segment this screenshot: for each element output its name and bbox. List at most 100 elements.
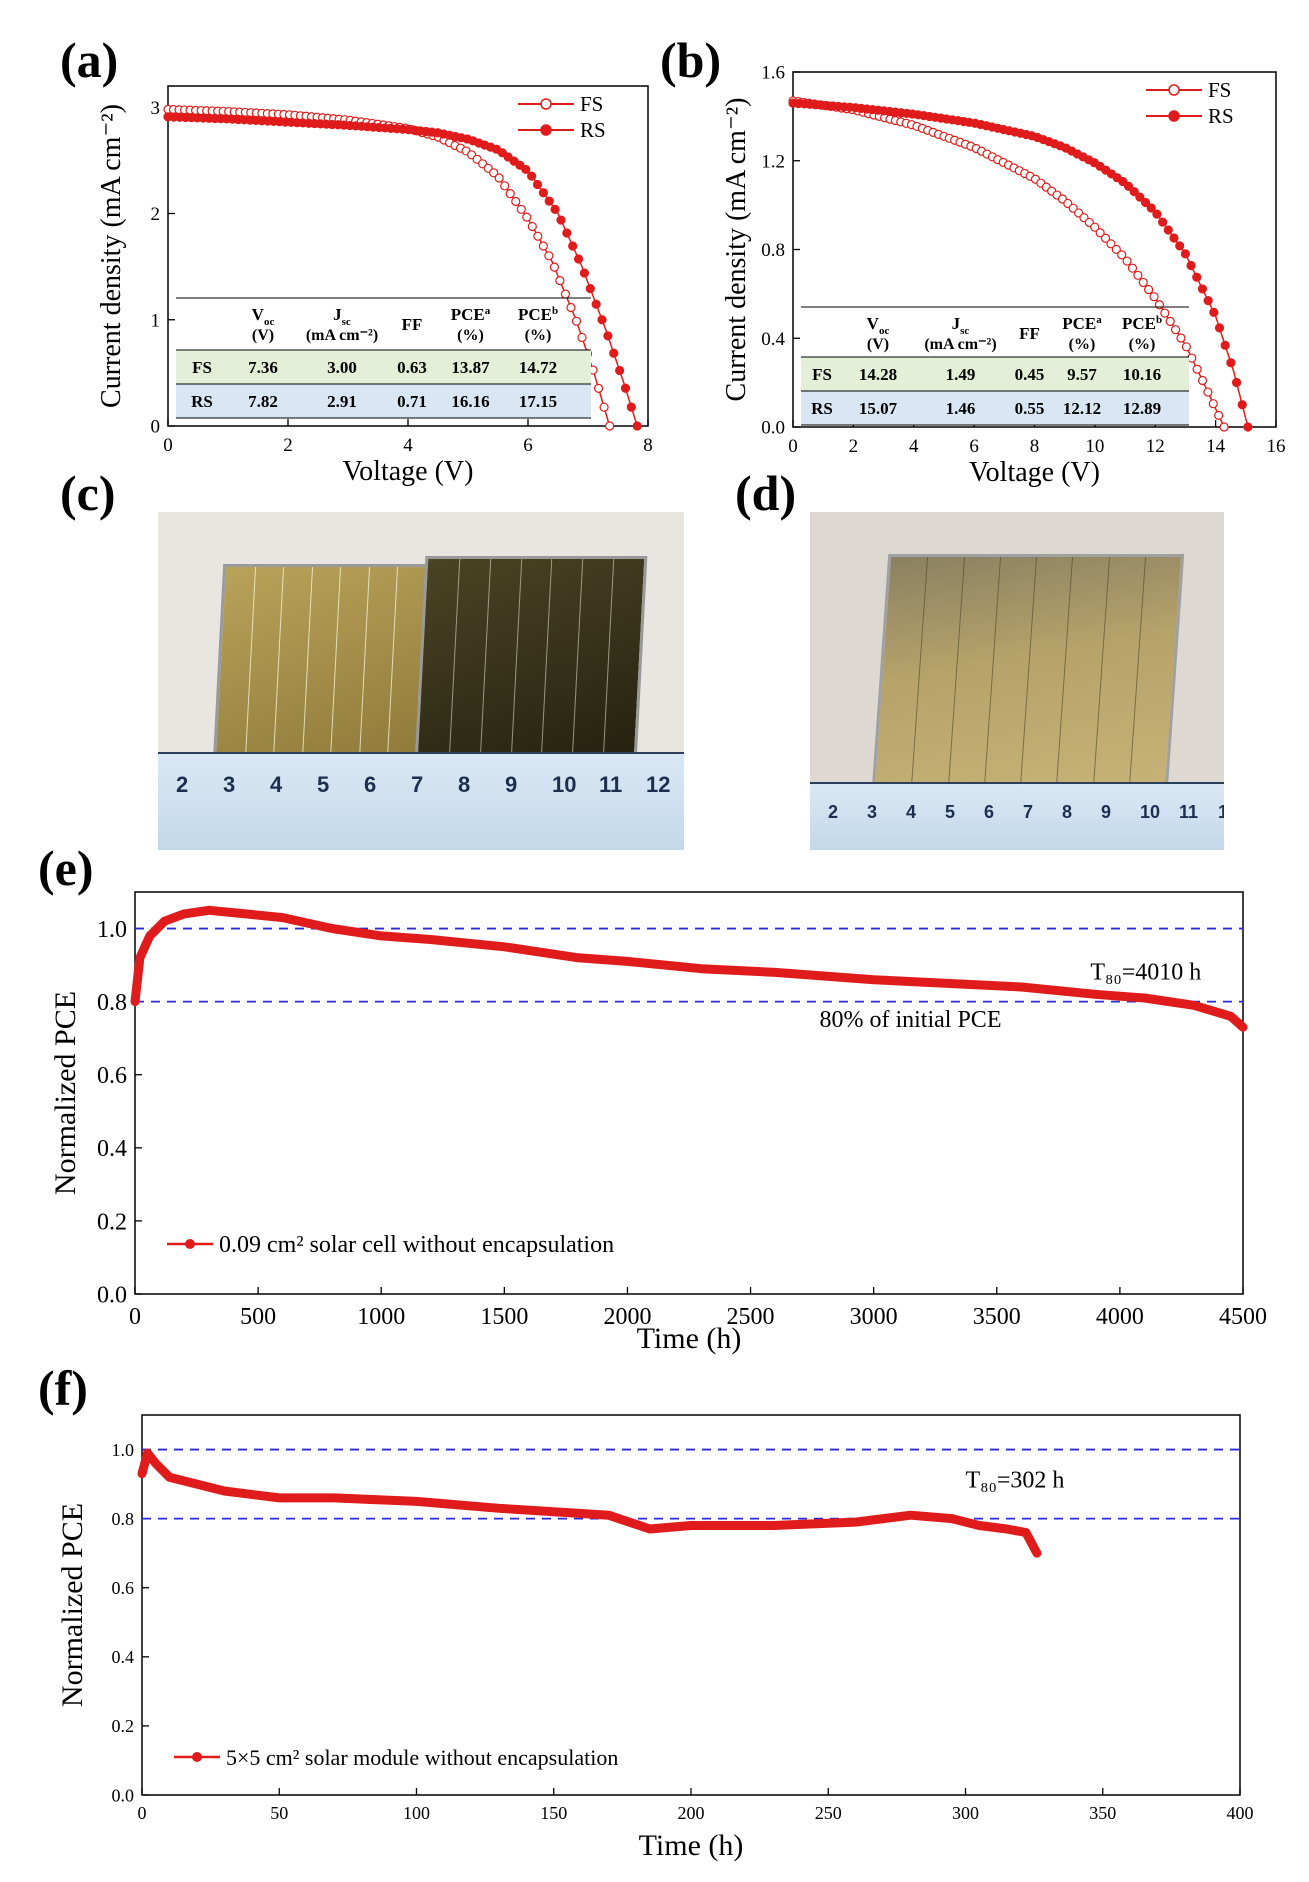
data-point-FS (522, 212, 532, 222)
ruler-number: 5 (945, 802, 956, 822)
table-header-unit: (%) (457, 327, 484, 344)
y-tick-label: 1.0 (112, 1440, 135, 1460)
chart-f: 0 50 100 150 200 250 300 350 400 0.0 0.2 0.4 0.6 0.8 1… (56, 1414, 1254, 1862)
y-tick-label: 0.4 (112, 1647, 135, 1667)
table-cell: 13.87 (451, 358, 490, 377)
data-point (1022, 1528, 1030, 1536)
x-tick-label: 10 (1085, 436, 1104, 457)
table-header-sub: oc (264, 316, 275, 328)
legend-marker-FS (540, 98, 552, 110)
ruler-number: 11 (599, 772, 623, 797)
legend-marker-RS (540, 124, 552, 136)
table-cell: 0.45 (1015, 365, 1045, 384)
annotation-80pct: 80% of initial PCE (819, 1007, 1001, 1033)
data-point-FS (1214, 410, 1224, 420)
table-header-main: V (867, 314, 880, 333)
x-tick-label: 4 (909, 436, 919, 457)
x-tick-label: 12 (1146, 436, 1165, 457)
y-tick-label: 0.8 (761, 240, 785, 261)
data-point (330, 1494, 338, 1502)
data-point-FS (500, 181, 510, 191)
data-point-FS (1208, 399, 1218, 409)
data-point-RS (1146, 203, 1156, 213)
table-cell: 7.82 (248, 392, 278, 411)
ruler-number: 9 (1101, 802, 1112, 822)
data-point-FS (1197, 375, 1208, 386)
x-tick-label: 6 (523, 435, 533, 456)
data-point-FS (571, 316, 582, 326)
data-point-RS (573, 254, 584, 264)
table-cell: 0.55 (1015, 399, 1045, 418)
data-point-RS (597, 315, 607, 325)
legend-marker-RS (1168, 110, 1180, 122)
chart-a: 0 2 4 6 8 0 1 2 3 Voltage (V) Current density (mA … (96, 85, 653, 487)
data-point-RS (538, 188, 548, 198)
x-tick-label: 3000 (850, 1304, 898, 1330)
x-tick-label: 8 (1030, 436, 1040, 457)
data-point-FS (1203, 387, 1213, 397)
y-tick-label: 1.2 (761, 151, 785, 172)
data-point-RS (521, 164, 531, 175)
legend-marker (185, 1239, 195, 1249)
y-tick-label: 0.6 (112, 1578, 135, 1598)
table-header-sub: b (1156, 314, 1162, 326)
x-tick-label: 150 (540, 1803, 567, 1823)
table-cell: 3.00 (327, 358, 357, 377)
data-point (143, 1449, 151, 1457)
scribe-line (479, 559, 491, 759)
y-tick-label: 0.6 (97, 1063, 127, 1089)
data-point-RS (1140, 197, 1151, 208)
table-header-sub: oc (879, 325, 890, 337)
table-header: Jsc (333, 305, 351, 328)
x-axis-label: Voltage (V) (343, 456, 474, 487)
data-point-FS (566, 302, 576, 313)
data-point-FS (511, 196, 521, 207)
table-row-bg (176, 350, 591, 384)
data-point-RS (550, 204, 560, 214)
table-header: Jsc (952, 314, 970, 337)
x-tick-label: 50 (270, 1803, 288, 1823)
data-point-RS (579, 268, 590, 278)
table-cell: FS (812, 365, 832, 384)
table-header: PCEb (518, 305, 558, 324)
data-point-FS (560, 289, 571, 299)
panel-label-f: (f) (38, 1360, 88, 1416)
data-point-RS (1197, 284, 1208, 294)
data-point-RS (562, 228, 572, 238)
ruler-number: 7 (411, 772, 424, 797)
y-tick-label: 3 (151, 98, 161, 119)
data-point-RS (1169, 233, 1179, 243)
data-point-FS (1176, 333, 1186, 343)
table-header-unit: (V) (252, 327, 274, 344)
table-cell: RS (811, 399, 833, 418)
scribe-line (358, 567, 370, 759)
data-point (136, 954, 144, 962)
data-point-FS (599, 402, 609, 412)
x-tick-label: 500 (240, 1304, 276, 1330)
module-mirror (871, 554, 1185, 790)
table-header: Voc (867, 314, 890, 337)
data-point-RS (568, 241, 578, 251)
data-point-RS (615, 365, 625, 376)
data-point-FS (1165, 316, 1175, 326)
legend-marker (192, 1752, 202, 1762)
data-point-RS (1226, 358, 1236, 368)
table-cell: RS (191, 392, 213, 411)
data-point-FS (593, 383, 604, 394)
scribe-line (244, 567, 256, 759)
scribe-line (273, 567, 285, 759)
data-point (426, 936, 434, 944)
y-tick-label: 0.2 (112, 1716, 135, 1736)
data-point (138, 1470, 146, 1478)
x-tick-label: 0 (138, 1803, 147, 1823)
scribe-line (947, 557, 965, 787)
y-tick-label: 0.0 (112, 1785, 135, 1805)
photo-d-module: 2 3 4 5 6 7 8 9 10 11 12 (810, 512, 1224, 850)
y-axis-label: Normalized PCE (49, 991, 82, 1195)
table-row-bg (176, 384, 591, 418)
table-cell: 2.91 (327, 392, 357, 411)
table-header-main: PCE (1122, 314, 1156, 333)
data-point (975, 1522, 983, 1530)
scribe-line (1056, 557, 1074, 787)
data-point-FS (544, 251, 554, 261)
